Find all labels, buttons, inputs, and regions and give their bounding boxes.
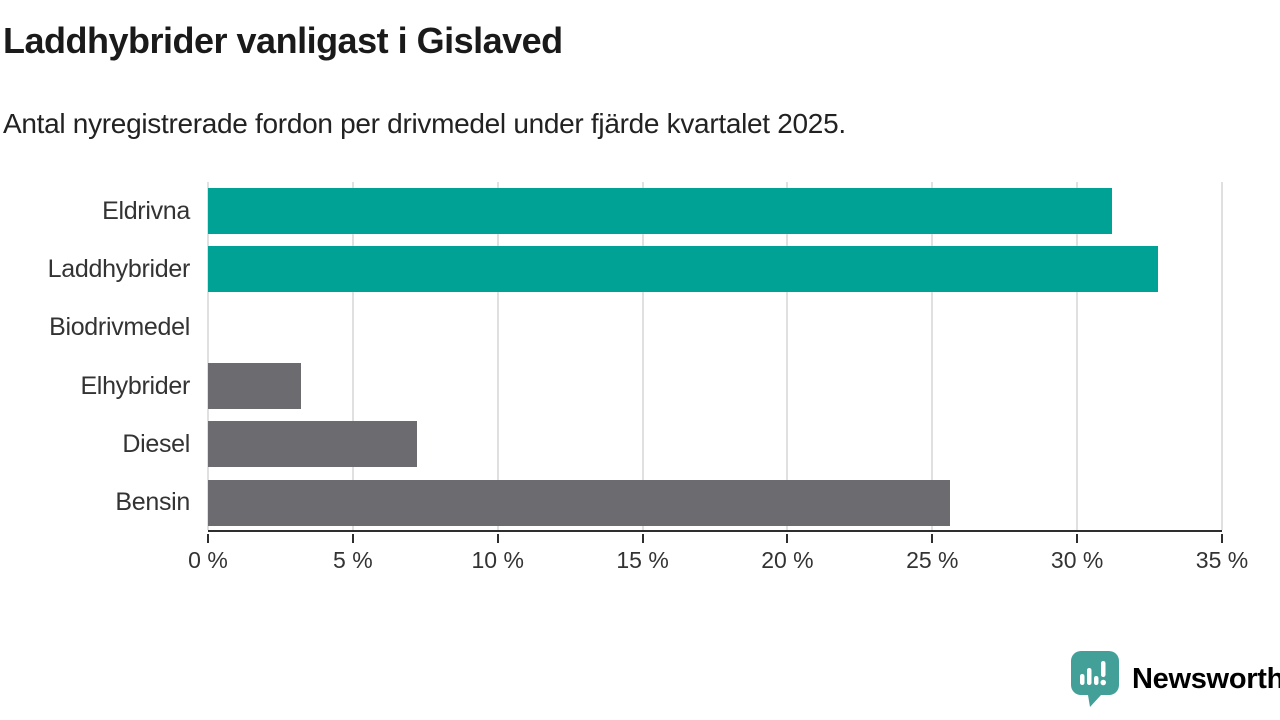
gridline-5 — [351, 182, 354, 530]
tick-label-10: 10 % — [471, 547, 524, 573]
tick-label-20: 20 % — [761, 547, 814, 573]
tick-label-15: 15 % — [616, 547, 669, 573]
tick-mark-0 — [207, 534, 209, 543]
tick-mark-10 — [496, 534, 499, 543]
newsworthy-logo: Newsworthy — [1070, 650, 1280, 708]
bar-row-biodrivmedel — [208, 299, 1222, 357]
plot-area — [207, 182, 1223, 532]
tick-mark-15 — [641, 534, 644, 543]
gridline-10 — [496, 182, 499, 530]
bar-row-elhybrider — [208, 357, 1222, 415]
bar-bensin — [208, 479, 950, 526]
tick-mark-30 — [1076, 534, 1079, 543]
brand-name: Newsworthy — [1132, 662, 1280, 695]
newsworthy-speech-bubble-chart-icon — [1070, 650, 1120, 708]
category-label-eldrivna: Eldrivna — [102, 196, 190, 225]
bar-row-laddhybrider — [208, 240, 1222, 298]
bar-diesel — [208, 421, 417, 468]
category-label-elhybrider: Elhybrider — [80, 371, 190, 400]
gridline-35 — [1221, 182, 1223, 530]
bar-row-diesel — [208, 415, 1222, 473]
bar-elhybrider — [208, 362, 301, 409]
tick-mark-25 — [931, 534, 934, 543]
tick-mark-5 — [351, 534, 354, 543]
chart-subtitle: Antal nyregistrerade fordon per drivmede… — [3, 108, 846, 139]
gridline-15 — [641, 182, 644, 530]
category-label-biodrivmedel: Biodrivmedel — [49, 313, 190, 342]
chart-title: Laddhybrider vanligast i Gislaved — [3, 20, 563, 61]
y-axis-labels: Eldrivna Laddhybrider Biodrivmedel Elhybrid… — [0, 182, 191, 532]
gridline-20 — [786, 182, 789, 530]
x-axis: 0 % 5 % 10 % 15 % 20 % 25 % 30 % 35 % — [188, 534, 1248, 584]
bar-row-eldrivna — [208, 182, 1222, 240]
bar-eldrivna — [208, 188, 1112, 234]
gridline-0 — [207, 182, 209, 530]
category-label-bensin: Bensin — [115, 488, 190, 517]
category-label-diesel: Diesel — [122, 429, 190, 458]
tick-label-35: 35 % — [1195, 547, 1249, 573]
bar-laddhybrider — [208, 246, 1159, 293]
tick-label-0: 0 % — [188, 547, 228, 573]
category-label-laddhybrider: Laddhybrider — [47, 254, 191, 283]
tick-label-5: 5 % — [333, 547, 373, 573]
tick-label-25: 25 % — [906, 547, 959, 573]
tick-label-30: 30 % — [1050, 547, 1104, 573]
gridline-25 — [931, 182, 934, 530]
tick-mark-35 — [1221, 534, 1223, 543]
bar-row-bensin — [208, 474, 1222, 532]
gridline-30 — [1076, 182, 1079, 530]
tick-mark-20 — [786, 534, 789, 543]
